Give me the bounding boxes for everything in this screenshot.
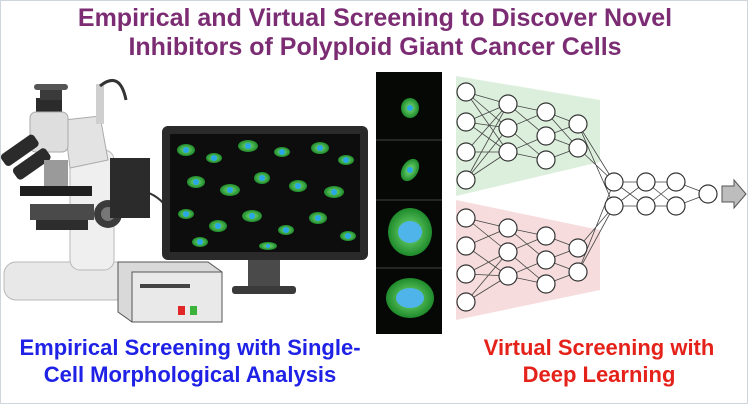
- figure-title: Empirical and Virtual Screening to Disco…: [0, 4, 750, 62]
- title-line-1: Empirical and Virtual Screening to Disco…: [77, 4, 673, 32]
- empirical-caption-line-2: Cell Morphological Analysis: [43, 362, 337, 387]
- output-arrow-icon: [721, 178, 747, 210]
- camera-box-icon: [110, 158, 150, 218]
- empirical-caption: Empirical Screening with Single- Cell Mo…: [0, 334, 380, 388]
- title-line-2: Inhibitors of Polyploid Giant Cancer Cel…: [128, 33, 622, 61]
- neural-network-icon: [456, 76, 718, 320]
- virtual-caption-line-2: Deep Learning: [522, 362, 676, 387]
- monitor-icon: [162, 126, 368, 294]
- cell-image-strip: [376, 72, 442, 334]
- controller-box-icon: [117, 261, 223, 323]
- virtual-caption: Virtual Screening with Deep Learning: [448, 334, 750, 388]
- empirical-caption-line-1: Empirical Screening with Single-: [19, 335, 361, 360]
- virtual-caption-line-1: Virtual Screening with: [483, 335, 715, 360]
